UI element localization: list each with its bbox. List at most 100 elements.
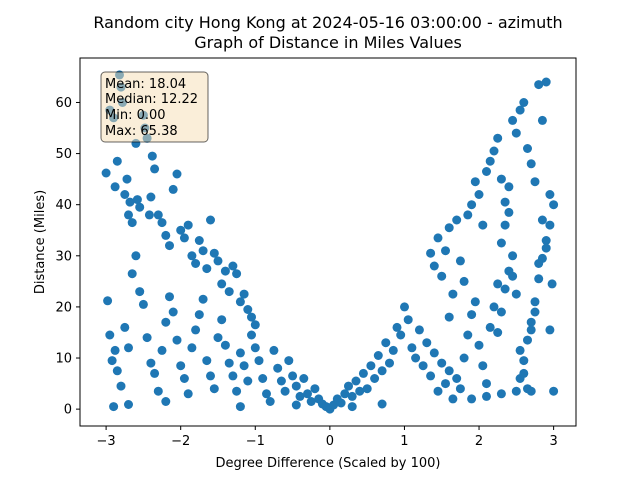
data-point xyxy=(467,310,477,320)
data-point xyxy=(437,358,447,368)
data-point xyxy=(198,246,208,256)
data-point xyxy=(485,156,495,166)
data-point xyxy=(127,269,137,279)
data-point xyxy=(217,315,227,325)
data-point xyxy=(463,210,473,220)
data-point xyxy=(508,115,518,125)
data-point xyxy=(347,391,357,401)
data-point xyxy=(250,320,260,330)
data-point xyxy=(161,397,171,406)
data-point xyxy=(452,215,462,225)
data-point xyxy=(243,305,253,314)
data-point xyxy=(135,287,145,297)
data-point xyxy=(485,322,495,332)
data-point xyxy=(392,322,402,332)
data-point xyxy=(191,325,201,335)
data-point xyxy=(515,345,525,355)
data-point xyxy=(388,345,398,355)
data-point xyxy=(519,356,529,366)
data-point xyxy=(478,220,488,230)
data-point xyxy=(194,310,204,320)
y-tick-label: 30 xyxy=(55,249,72,264)
data-point xyxy=(433,386,443,396)
data-point xyxy=(523,335,532,345)
data-point xyxy=(144,210,154,220)
data-point xyxy=(250,343,260,353)
data-point xyxy=(459,276,469,286)
data-point xyxy=(396,330,406,340)
data-point xyxy=(187,251,197,261)
data-point xyxy=(407,343,417,353)
data-point xyxy=(206,215,215,225)
stats-box-background xyxy=(100,71,209,143)
data-point xyxy=(146,192,156,202)
data-point xyxy=(429,261,439,271)
data-point xyxy=(131,251,141,261)
data-point xyxy=(247,330,256,340)
data-point xyxy=(467,200,477,210)
stats-mean: Mean: 18.04 xyxy=(105,77,186,92)
data-point xyxy=(165,292,174,302)
data-point xyxy=(534,274,544,284)
data-point xyxy=(541,77,551,87)
data-point xyxy=(124,400,133,409)
data-point xyxy=(157,218,167,228)
data-point xyxy=(291,381,301,391)
data-point xyxy=(414,325,424,335)
data-point xyxy=(411,353,421,363)
data-point xyxy=(459,353,469,363)
data-point xyxy=(444,312,454,322)
data-point xyxy=(291,400,301,410)
data-point xyxy=(545,190,555,199)
data-point xyxy=(336,398,346,408)
data-point xyxy=(258,374,268,383)
data-point xyxy=(429,348,439,358)
data-point xyxy=(340,389,350,399)
data-point xyxy=(381,338,391,348)
data-point xyxy=(122,174,132,184)
data-point xyxy=(213,256,223,266)
data-point xyxy=(526,386,536,396)
data-point xyxy=(153,210,163,220)
data-point xyxy=(239,289,249,299)
data-point xyxy=(549,200,559,210)
data-point xyxy=(530,297,540,307)
data-point xyxy=(132,195,142,205)
data-point xyxy=(426,371,436,381)
data-point xyxy=(534,259,544,268)
data-point xyxy=(206,371,215,381)
data-point xyxy=(110,345,120,355)
data-point xyxy=(235,297,245,307)
data-point xyxy=(168,184,178,194)
data-point xyxy=(125,197,135,207)
data-point xyxy=(496,174,506,184)
data-point xyxy=(295,391,305,401)
data-point xyxy=(176,225,186,235)
data-point xyxy=(358,368,368,378)
data-point xyxy=(511,386,521,396)
data-point xyxy=(220,340,230,350)
x-tick-label: 2 xyxy=(475,434,483,449)
data-point xyxy=(344,381,353,391)
data-point xyxy=(265,397,275,406)
data-point xyxy=(347,402,357,412)
y-tick-label: 0 xyxy=(64,403,72,418)
data-point xyxy=(500,220,510,230)
data-point xyxy=(176,361,186,371)
data-point xyxy=(142,333,152,343)
data-point xyxy=(422,338,432,348)
data-point xyxy=(209,248,219,258)
data-point xyxy=(107,356,117,366)
y-tick-label: 60 xyxy=(55,96,72,111)
data-point xyxy=(124,343,133,353)
data-point xyxy=(112,156,122,166)
data-point xyxy=(441,246,450,256)
data-point xyxy=(545,220,555,230)
data-point xyxy=(385,358,394,368)
data-point xyxy=(247,312,256,322)
data-point xyxy=(515,105,525,115)
data-point xyxy=(470,297,480,307)
data-point xyxy=(441,379,450,389)
data-point xyxy=(183,220,193,230)
data-point xyxy=(489,146,499,156)
